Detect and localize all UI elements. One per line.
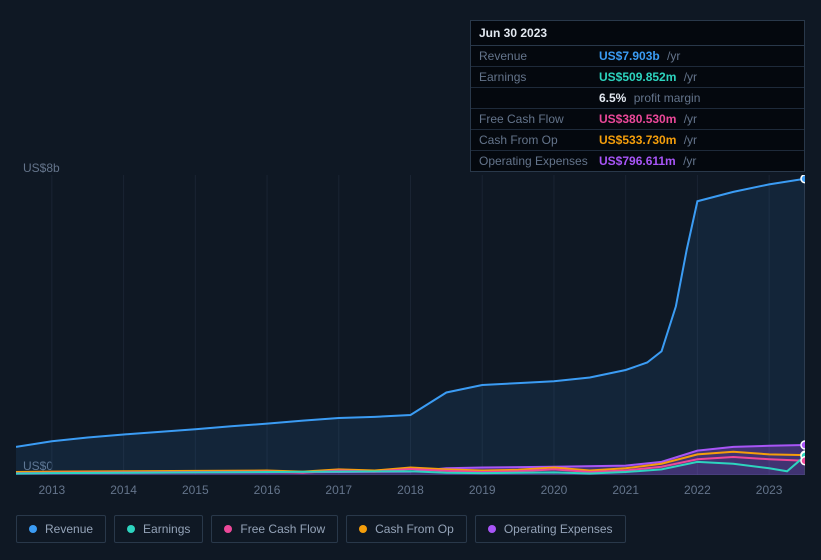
tooltip-row-label: Operating Expenses — [479, 154, 599, 168]
tooltip-row: EarningsUS$509.852m /yr — [471, 67, 804, 88]
tooltip-row-label: Earnings — [479, 70, 599, 84]
legend-label: Cash From Op — [375, 522, 454, 536]
tooltip-row-label: Cash From Op — [479, 133, 599, 147]
tooltip-row-label: Free Cash Flow — [479, 112, 599, 126]
tooltip-row-value: US$796.611m /yr — [599, 154, 696, 168]
xaxis-tick: 2023 — [756, 483, 783, 497]
xaxis-tick: 2016 — [254, 483, 281, 497]
tooltip-row: Free Cash FlowUS$380.530m /yr — [471, 109, 804, 130]
tooltip-row-value: US$509.852m /yr — [599, 70, 697, 84]
legend-label: Revenue — [45, 522, 93, 536]
legend-item-earnings[interactable]: Earnings — [114, 515, 203, 543]
xaxis-tick: 2017 — [325, 483, 352, 497]
legend-swatch — [29, 525, 37, 533]
tooltip-row-label — [479, 91, 599, 105]
legend-swatch — [359, 525, 367, 533]
legend-item-free-cash-flow[interactable]: Free Cash Flow — [211, 515, 338, 543]
tooltip-row: 6.5% profit margin — [471, 88, 804, 109]
series-marker — [801, 175, 805, 183]
series-marker — [801, 441, 805, 449]
tooltip-row-value: 6.5% profit margin — [599, 91, 700, 105]
tooltip-row: Operating ExpensesUS$796.611m /yr — [471, 151, 804, 171]
chart-svg — [16, 175, 805, 475]
x-axis: 2013 2014 2015 2016 2017 2018 2019 2020 2021 2022… — [16, 483, 805, 499]
legend-item-operating-expenses[interactable]: Operating Expenses — [475, 515, 626, 543]
tooltip-row-value: US$533.730m /yr — [599, 133, 697, 147]
xaxis-tick: 2019 — [469, 483, 496, 497]
tooltip-row-label: Revenue — [479, 49, 599, 63]
tooltip-row: RevenueUS$7.903b /yr — [471, 46, 804, 67]
xaxis-tick: 2021 — [612, 483, 639, 497]
xaxis-tick: 2022 — [684, 483, 711, 497]
xaxis-tick: 2014 — [110, 483, 137, 497]
chart-tooltip: Jun 30 2023 RevenueUS$7.903b /yrEarnings… — [470, 20, 805, 172]
legend-swatch — [127, 525, 135, 533]
xaxis-tick: 2015 — [182, 483, 209, 497]
legend-swatch — [488, 525, 496, 533]
legend-label: Operating Expenses — [504, 522, 613, 536]
xaxis-tick: 2018 — [397, 483, 424, 497]
series-marker — [801, 457, 805, 465]
xaxis-tick: 2013 — [39, 483, 66, 497]
chart-legend: Revenue Earnings Free Cash Flow Cash From O… — [16, 515, 626, 543]
legend-label: Earnings — [143, 522, 190, 536]
tooltip-row: Cash From OpUS$533.730m /yr — [471, 130, 804, 151]
legend-label: Free Cash Flow — [240, 522, 325, 536]
tooltip-row-value: US$380.530m /yr — [599, 112, 697, 126]
chart-area[interactable] — [16, 175, 805, 475]
legend-item-cash-from-op[interactable]: Cash From Op — [346, 515, 467, 543]
tooltip-date: Jun 30 2023 — [471, 21, 804, 46]
legend-item-revenue[interactable]: Revenue — [16, 515, 106, 543]
tooltip-row-value: US$7.903b /yr — [599, 49, 680, 63]
xaxis-tick: 2020 — [541, 483, 568, 497]
legend-swatch — [224, 525, 232, 533]
yaxis-label-top: US$8b — [23, 161, 60, 175]
